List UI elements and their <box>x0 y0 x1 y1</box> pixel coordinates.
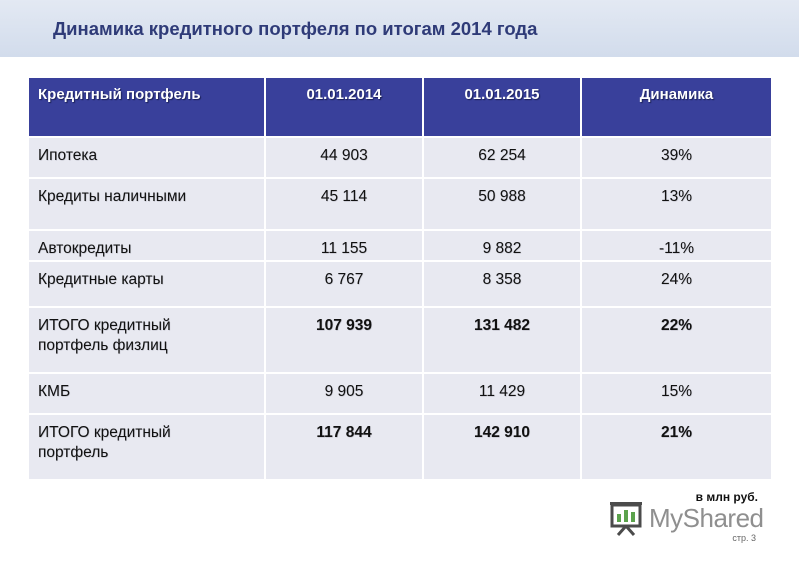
row-label: ИТОГО кредитный портфель <box>29 414 266 481</box>
header-dynamics: Динамика <box>581 78 771 138</box>
table-header-row: Кредитный портфель 01.01.2014 01.01.2015… <box>29 78 771 138</box>
table-row: Ипотека 44 903 62 254 39% <box>29 137 771 179</box>
units-note: в млн руб. <box>695 490 758 504</box>
value-2015: 9 882 <box>423 230 582 262</box>
logo-text: MyShared <box>649 503 764 533</box>
row-label: Автокредиты <box>29 230 266 262</box>
title-bar: Динамика кредитного портфеля по итогам 2… <box>0 0 799 57</box>
value-2014: 107 939 <box>265 307 424 374</box>
page-number: стр. 3 <box>732 533 756 543</box>
presentation-board-icon <box>610 502 642 536</box>
value-change: 22% <box>581 307 771 374</box>
value-2014: 9 905 <box>265 373 424 415</box>
value-change: 21% <box>581 414 771 481</box>
value-change: 39% <box>581 137 771 179</box>
table-row: Автокредиты 11 155 9 882 -11% <box>29 230 771 262</box>
table-row-subtotal: ИТОГО кредитный портфель физлиц 107 939 … <box>29 307 771 374</box>
row-label: ИТОГО кредитный портфель физлиц <box>29 307 266 374</box>
row-label: Кредиты наличными <box>29 178 266 231</box>
value-2015: 50 988 <box>423 178 582 231</box>
value-change: 13% <box>581 178 771 231</box>
value-2015: 11 429 <box>423 373 582 415</box>
header-date-2014: 01.01.2014 <box>265 78 424 138</box>
row-label: Ипотека <box>29 137 266 179</box>
table-row: Кредитные карты 6 767 8 358 24% <box>29 261 771 308</box>
value-change: 15% <box>581 373 771 415</box>
value-2015: 142 910 <box>423 414 582 481</box>
value-2015: 131 482 <box>423 307 582 374</box>
row-label: КМБ <box>29 373 266 415</box>
value-2014: 117 844 <box>265 414 424 481</box>
table-row-total: ИТОГО кредитный портфель 117 844 142 910… <box>29 414 771 481</box>
header-date-2015: 01.01.2015 <box>423 78 582 138</box>
value-change: -11% <box>581 230 771 262</box>
row-label: Кредитные карты <box>29 261 266 308</box>
credit-portfolio-table: Кредитный портфель 01.01.2014 01.01.2015… <box>29 78 771 481</box>
header-portfolio: Кредитный портфель <box>29 78 266 138</box>
value-2014: 44 903 <box>265 137 424 179</box>
value-2014: 45 114 <box>265 178 424 231</box>
value-2014: 6 767 <box>265 261 424 308</box>
value-change: 24% <box>581 261 771 308</box>
value-2015: 62 254 <box>423 137 582 179</box>
table-row: КМБ 9 905 11 429 15% <box>29 373 771 415</box>
table-row: Кредиты наличными 45 114 50 988 13% <box>29 178 771 231</box>
value-2014: 11 155 <box>265 230 424 262</box>
value-2015: 8 358 <box>423 261 582 308</box>
myshared-logo[interactable]: MyShared <box>607 500 767 538</box>
page-title: Динамика кредитного портфеля по итогам 2… <box>53 18 538 39</box>
